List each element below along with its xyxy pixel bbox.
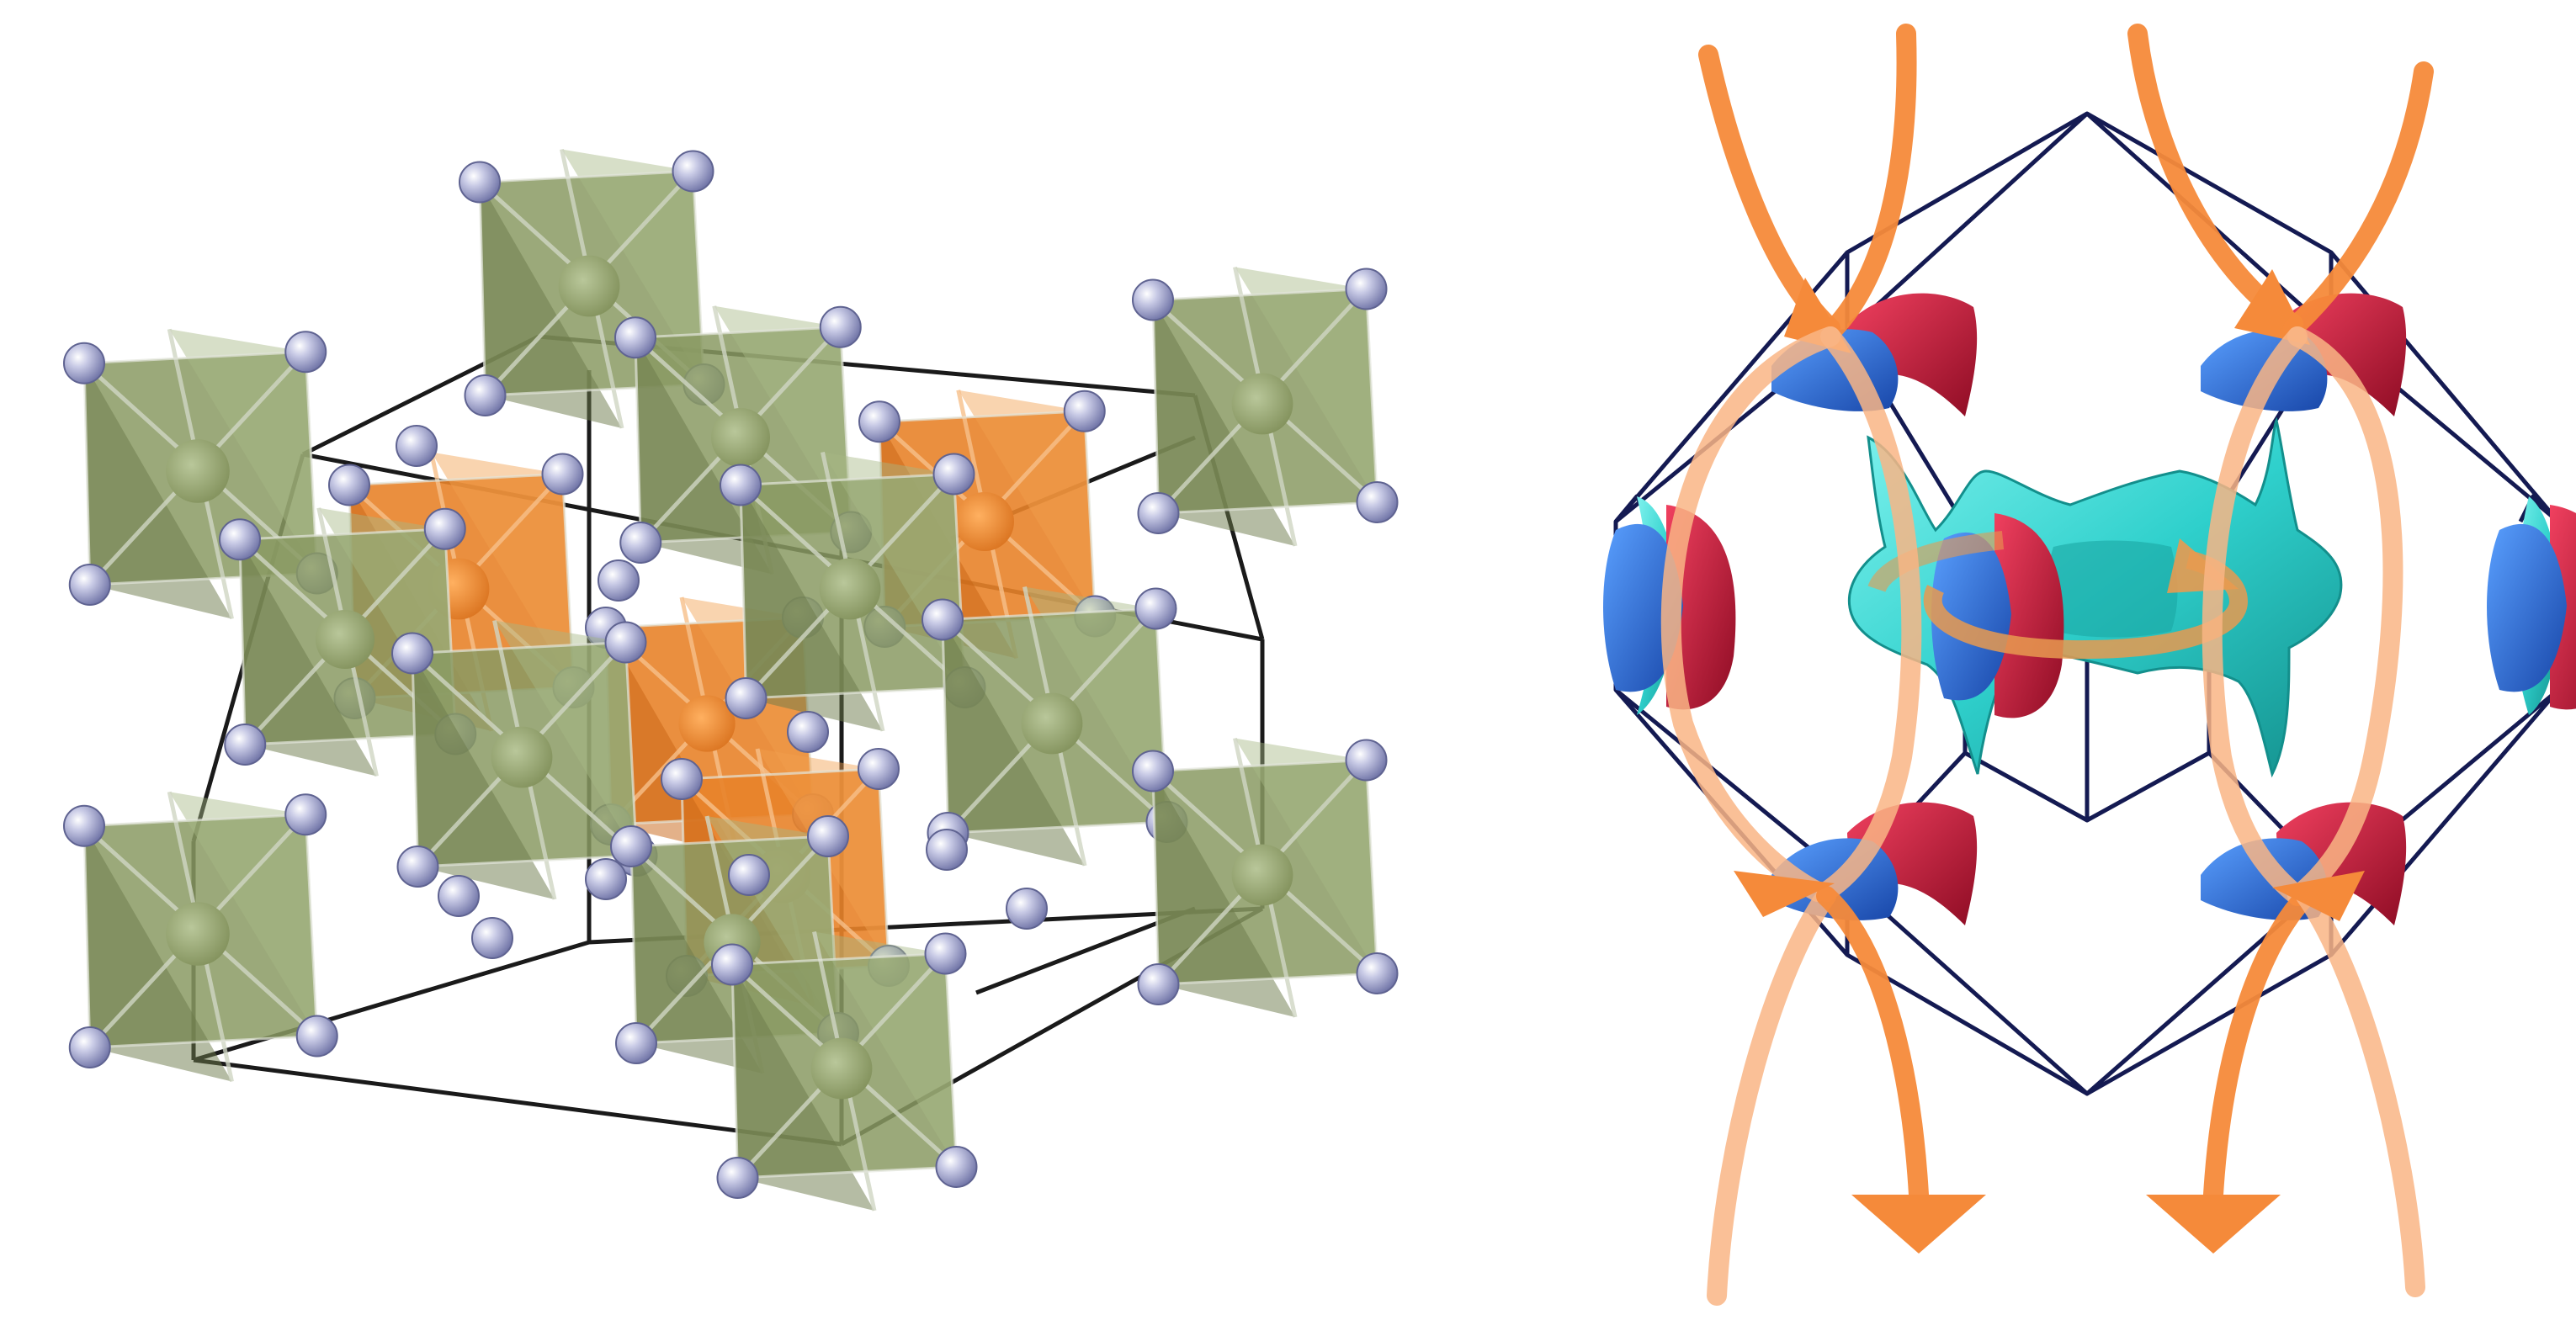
green-octahedron-10 <box>391 619 658 900</box>
cell-edge-10 <box>193 940 590 1063</box>
anion-atom <box>932 453 975 496</box>
anion-atom <box>819 305 862 348</box>
anion-atom <box>423 507 466 550</box>
anion-atom <box>1345 739 1388 782</box>
fermi-surface-panel <box>1603 24 2576 1306</box>
green-octahedron-12 <box>63 791 338 1083</box>
anion-atom <box>1137 492 1180 534</box>
flow-arrow-4 <box>1660 326 1840 902</box>
anion-atom <box>858 748 900 790</box>
green-octahedron-9 <box>922 586 1188 867</box>
flow-arrow-1 <box>1820 24 1917 342</box>
interstitial-atom-0 <box>396 425 438 467</box>
anion-atom <box>219 518 261 561</box>
crystal-structure-panel <box>63 148 1399 1211</box>
anion-atom <box>716 1157 759 1199</box>
anion-atom <box>672 150 714 193</box>
green-octahedron-3 <box>1132 266 1399 547</box>
anion-atom <box>614 316 656 359</box>
anion-atom <box>1356 481 1399 523</box>
green-octahedron-13 <box>1132 737 1399 1018</box>
fermi-pocket-center-0 <box>1931 513 2064 718</box>
interstitial-atom-2 <box>585 858 627 900</box>
anion-atom <box>1345 268 1388 310</box>
junction-arrowhead-1 <box>2272 871 2365 921</box>
anion-atom <box>725 677 767 719</box>
interstitial-atom-3 <box>1006 888 1048 930</box>
anion-atom <box>295 1015 338 1058</box>
anion-atom <box>610 825 652 867</box>
flow-arrows <box>1660 24 2434 1306</box>
anion-atom <box>858 400 900 443</box>
anion-atom <box>807 815 849 857</box>
anion-atom <box>922 598 964 641</box>
anion-atom <box>464 374 507 416</box>
anion-atom <box>604 621 647 664</box>
anion-atom <box>68 564 111 606</box>
anion-atom <box>284 793 327 836</box>
anion-atom <box>1132 278 1174 321</box>
anion-atom <box>1134 587 1177 630</box>
anion-atom <box>63 804 105 847</box>
flow-arrow-6 <box>1816 326 1922 902</box>
flow-arrow-10 <box>2146 886 2316 1254</box>
anion-atom <box>720 464 762 506</box>
cell-edge-1 <box>193 1058 842 1147</box>
flow-arrow-9 <box>1816 886 1986 1254</box>
flow-arrow-8 <box>1707 886 1836 1306</box>
interstitial-atom-4 <box>438 875 480 917</box>
interstitial-atom-8 <box>598 559 640 602</box>
anion-atom <box>68 1026 111 1068</box>
anion-atom <box>224 724 267 766</box>
anion-atom <box>459 161 501 204</box>
fermi-pocket-center-2 <box>2487 505 2576 710</box>
anion-atom <box>924 932 967 975</box>
interstitial-atom-1 <box>471 917 513 959</box>
anion-atom <box>63 342 105 384</box>
anion-atom <box>619 522 662 564</box>
flow-arrow-0 <box>1698 45 1851 353</box>
interstitial-atoms <box>396 425 1048 959</box>
octahedra-group <box>63 148 1399 1211</box>
anion-atom <box>1132 750 1174 793</box>
anion-atom <box>391 632 433 675</box>
green-octahedron-6 <box>219 507 477 777</box>
anion-atom <box>284 331 327 374</box>
anion-atom <box>711 943 753 986</box>
anion-atom <box>1356 952 1399 994</box>
cyan-fermi-sheet <box>1847 416 2343 778</box>
interstitial-atom-5 <box>926 829 968 871</box>
junction-arrowhead-0 <box>1734 871 1835 917</box>
anion-atom <box>541 453 584 496</box>
flow-arrow-11 <box>2296 886 2425 1297</box>
anion-atom <box>1137 963 1180 1005</box>
bz-edge-11 <box>1846 877 2333 1096</box>
anion-atom <box>328 464 370 506</box>
anion-atom <box>396 846 439 888</box>
interstitial-atom-7 <box>787 711 829 753</box>
anion-atom <box>615 1022 657 1064</box>
anion-atom <box>935 1146 978 1188</box>
flow-arrow-7 <box>2202 326 2308 906</box>
green-octahedron-15 <box>711 930 978 1211</box>
anion-atom <box>1063 390 1106 432</box>
anion-atom <box>661 758 703 800</box>
flow-arrow-3 <box>2283 61 2434 338</box>
flow-arrow-5 <box>2287 326 2403 906</box>
interstitial-atom-6 <box>728 854 770 896</box>
